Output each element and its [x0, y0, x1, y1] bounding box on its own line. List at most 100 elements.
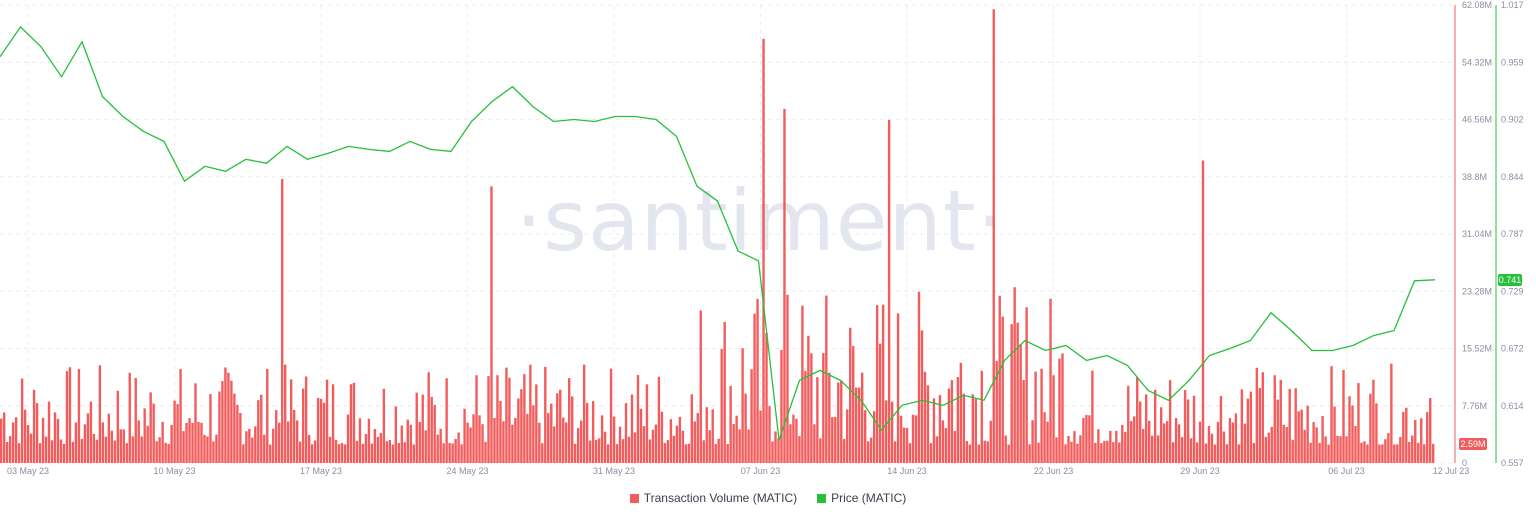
volume-bar	[1004, 435, 1007, 463]
volume-bar	[579, 420, 583, 463]
volume-bar	[1327, 444, 1330, 463]
volume-bar	[260, 394, 263, 463]
volume-bar	[547, 412, 550, 463]
volume-bar	[726, 444, 729, 463]
volume-bar	[412, 444, 415, 463]
volume-bar	[1360, 442, 1363, 463]
volume-bar	[813, 424, 816, 463]
volume-bar	[119, 429, 122, 463]
volume-bar	[786, 294, 789, 463]
volume-bar	[454, 439, 457, 463]
volume-bar	[899, 415, 903, 463]
volume-bar	[475, 375, 478, 463]
volume-bar	[1402, 411, 1405, 463]
volume-bar	[269, 444, 272, 463]
volume-bar	[1022, 380, 1025, 463]
volume-bar	[1174, 418, 1178, 463]
volume-bar	[843, 438, 846, 463]
volume-bar	[107, 413, 111, 463]
volume-bar	[1366, 444, 1369, 463]
volume-bar	[747, 429, 750, 463]
volume-bar	[98, 365, 102, 463]
volume-bar	[496, 375, 499, 463]
volume-bar	[765, 332, 768, 463]
volume-bar	[1097, 429, 1100, 463]
volume-bar	[723, 322, 726, 463]
volume-bar	[514, 417, 517, 463]
volume-bar	[1124, 431, 1127, 463]
volume-bar	[585, 402, 589, 463]
volume-bar	[606, 444, 610, 463]
volume-bar	[116, 390, 119, 463]
volume-bar	[878, 343, 882, 463]
volume-bar	[974, 399, 977, 463]
volume-bar	[463, 408, 466, 463]
volume-bar	[887, 119, 891, 463]
volume-bar	[1031, 420, 1034, 463]
volume-bar	[582, 364, 586, 463]
last-volume-badge: 2.59M	[1459, 438, 1487, 450]
volume-bar	[855, 387, 858, 463]
volume-bar	[965, 441, 969, 463]
x-tick-label: 24 May 23	[446, 466, 488, 476]
volume-bar	[1231, 422, 1235, 463]
volume-bar	[846, 409, 849, 463]
volume-bar	[669, 419, 673, 463]
volume-bar	[666, 440, 670, 463]
volume-bar	[1411, 435, 1414, 463]
volume-bar	[1417, 442, 1420, 463]
volume-bar	[436, 434, 439, 463]
volume-bar	[962, 393, 966, 463]
volume-bar	[122, 429, 125, 463]
volume-bars	[0, 9, 1435, 464]
volume-bar	[1321, 416, 1324, 463]
volume-bar	[254, 426, 257, 463]
legend-item-volume[interactable]: Transaction Volume (MATIC)	[629, 491, 797, 505]
left-y-tick-label: 0	[1462, 458, 1467, 468]
volume-bar	[1342, 369, 1345, 463]
volume-bar	[565, 422, 568, 463]
volume-bar	[1330, 366, 1333, 463]
volume-bar	[1204, 443, 1208, 463]
volume-bar	[1165, 421, 1169, 463]
volume-bar	[490, 186, 493, 463]
volume-bar	[1025, 307, 1028, 463]
volume-bar	[194, 383, 197, 463]
volume-bar	[289, 379, 293, 463]
volume-bar	[869, 437, 873, 463]
volume-bar	[768, 406, 771, 463]
volume-bar	[920, 330, 924, 463]
volume-bar	[1294, 388, 1297, 463]
volume-bar	[1333, 406, 1336, 463]
volume-bar	[657, 376, 661, 463]
volume-bar	[245, 431, 248, 463]
volume-bar	[1399, 437, 1402, 463]
volume-bar	[1291, 439, 1294, 463]
volume-bar	[1336, 435, 1339, 463]
volume-bar	[1210, 433, 1214, 463]
volume-bar	[681, 430, 685, 463]
volume-bar	[636, 375, 640, 463]
volume-bar	[941, 420, 945, 463]
volume-bar	[95, 439, 99, 463]
volume-bar	[971, 394, 974, 463]
volume-bar	[935, 436, 939, 463]
volume-bar	[1351, 405, 1354, 463]
legend-item-price[interactable]: Price (MATIC)	[817, 491, 906, 505]
volume-bar	[684, 444, 687, 463]
volume-bar	[1148, 420, 1151, 463]
volume-bar	[415, 392, 418, 463]
volume-bar	[884, 400, 888, 463]
volume-bar	[968, 444, 972, 463]
watermark: ·santiment·	[516, 172, 1005, 270]
volume-bar	[615, 444, 619, 463]
volume-bar	[439, 428, 442, 463]
volume-bar	[1213, 444, 1217, 463]
volume-bar	[430, 396, 433, 463]
volume-bar	[1150, 435, 1154, 463]
volume-bar	[744, 393, 747, 463]
right-y-tick-label: 0.959	[1501, 57, 1524, 67]
volume-bar	[1171, 442, 1175, 463]
volume-bar	[487, 376, 490, 463]
